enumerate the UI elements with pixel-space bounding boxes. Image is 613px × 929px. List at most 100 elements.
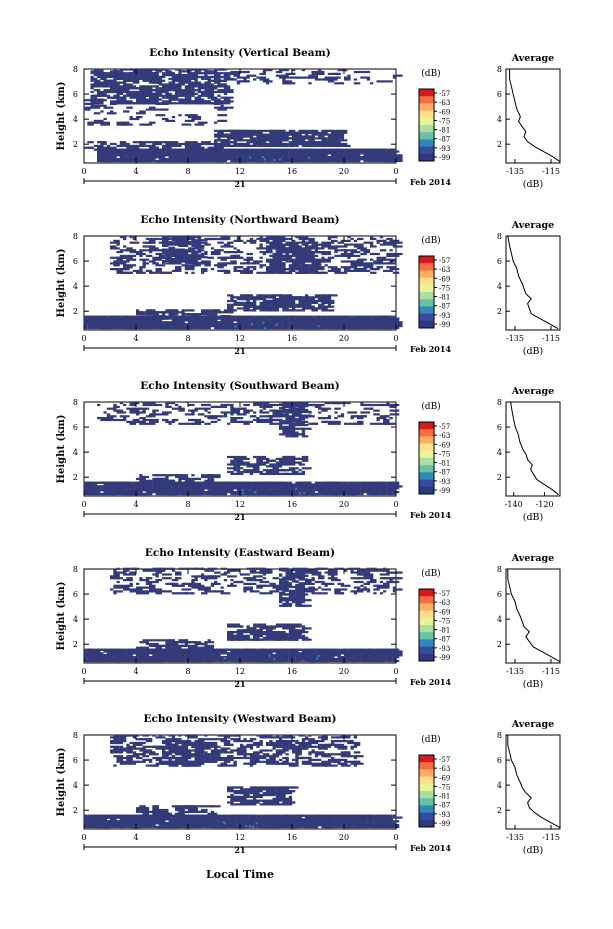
echo-cell — [168, 94, 175, 97]
echo-cell — [194, 481, 198, 484]
y-tick-label: 8 — [73, 65, 78, 74]
echo-cell — [162, 411, 172, 414]
colorbar-tick-label: -63 — [439, 99, 450, 107]
echo-cell — [184, 413, 195, 416]
echo-cell — [233, 459, 244, 462]
echo-cell — [308, 254, 315, 257]
echo-cell — [100, 323, 104, 326]
echo-cell — [152, 479, 156, 482]
echo-cell — [230, 413, 234, 416]
echo-cell — [327, 415, 332, 418]
echo-cell — [210, 89, 215, 92]
echo-cell — [103, 90, 110, 94]
echo-cell — [282, 325, 286, 328]
echo-cell — [285, 317, 289, 320]
echo-cell — [158, 658, 163, 661]
echo-cell — [123, 403, 127, 407]
echo-cell — [337, 491, 344, 494]
echo-cell — [207, 474, 214, 477]
echo-cell — [123, 315, 130, 318]
echo-cell — [113, 94, 120, 97]
echo-cell — [269, 144, 280, 147]
echo-cell — [168, 87, 179, 90]
echo-cell — [106, 659, 111, 663]
echo-cell — [175, 658, 179, 661]
echo-cell — [142, 264, 146, 267]
echo-cell — [93, 94, 98, 97]
echo-cell — [301, 262, 306, 265]
echo-cell — [305, 481, 312, 484]
echo-cell — [331, 241, 335, 244]
y-tick-label: 4 — [73, 115, 78, 124]
echo-cell — [243, 487, 247, 490]
echo-cell — [392, 150, 400, 153]
echo-cell — [223, 311, 234, 314]
echo-cell — [353, 492, 361, 496]
echo-cell — [175, 236, 182, 239]
echo-cell — [353, 78, 358, 81]
echo-cell — [279, 236, 286, 239]
x-tick-label: 16 — [287, 500, 297, 509]
echo-cell — [383, 489, 390, 492]
echo-cell — [188, 254, 192, 257]
echo-cell — [370, 158, 374, 161]
echo-cell — [253, 239, 257, 242]
echo-cell — [139, 87, 143, 90]
echo-cell — [210, 79, 218, 82]
echo-cell — [175, 252, 179, 255]
echo-cell — [116, 323, 123, 326]
echo-cell — [184, 475, 189, 479]
echo-cell — [191, 249, 195, 252]
echo-cell — [197, 102, 205, 105]
echo-cell — [116, 489, 123, 492]
echo-cell — [204, 326, 208, 330]
echo-cell — [84, 326, 88, 330]
echo-cell — [363, 407, 374, 410]
echo-cell — [145, 485, 153, 488]
echo-cell — [178, 652, 182, 655]
echo-cell — [223, 98, 231, 101]
echo-cell — [256, 469, 260, 472]
echo-cell — [282, 150, 286, 153]
echo-cell — [262, 252, 267, 256]
echo-cell — [347, 402, 351, 405]
echo-cell — [357, 317, 361, 320]
echo-cell — [327, 139, 332, 142]
echo-cell — [123, 72, 127, 75]
echo-cell — [103, 315, 107, 318]
echo-cell — [220, 321, 227, 324]
echo-cell — [188, 81, 192, 84]
echo-cell — [334, 142, 338, 146]
echo-cell — [279, 413, 286, 416]
echo-cell — [119, 260, 130, 263]
echo-cell — [266, 152, 276, 155]
echo-cell — [210, 313, 215, 316]
echo-cell — [285, 457, 289, 460]
echo-cell — [246, 307, 250, 310]
echo-cell — [191, 235, 202, 238]
echo-cell — [301, 457, 306, 460]
echo-cell — [279, 427, 289, 430]
echo-cell — [376, 154, 380, 157]
echo-cell — [181, 656, 185, 659]
echo-cell — [301, 159, 306, 163]
echo-cell — [318, 69, 322, 72]
echo-cell — [288, 271, 293, 274]
echo-cell — [266, 78, 270, 81]
echo-cell — [363, 481, 367, 484]
echo-cell — [285, 319, 289, 322]
echo-cell — [386, 258, 397, 261]
average-profile-line — [510, 401, 559, 496]
echo-cell — [327, 323, 332, 326]
echo-cell — [279, 159, 286, 163]
echo-cell — [158, 141, 163, 144]
echo-cell — [298, 489, 305, 492]
echo-cell — [145, 481, 150, 484]
echo-cell — [321, 154, 325, 157]
echo-cell — [318, 411, 322, 414]
echo-cell — [171, 402, 176, 405]
echo-cell — [233, 154, 240, 157]
x-tick-label: 0 — [81, 167, 86, 176]
echo-cell — [223, 74, 231, 77]
echo-cell — [282, 463, 293, 466]
